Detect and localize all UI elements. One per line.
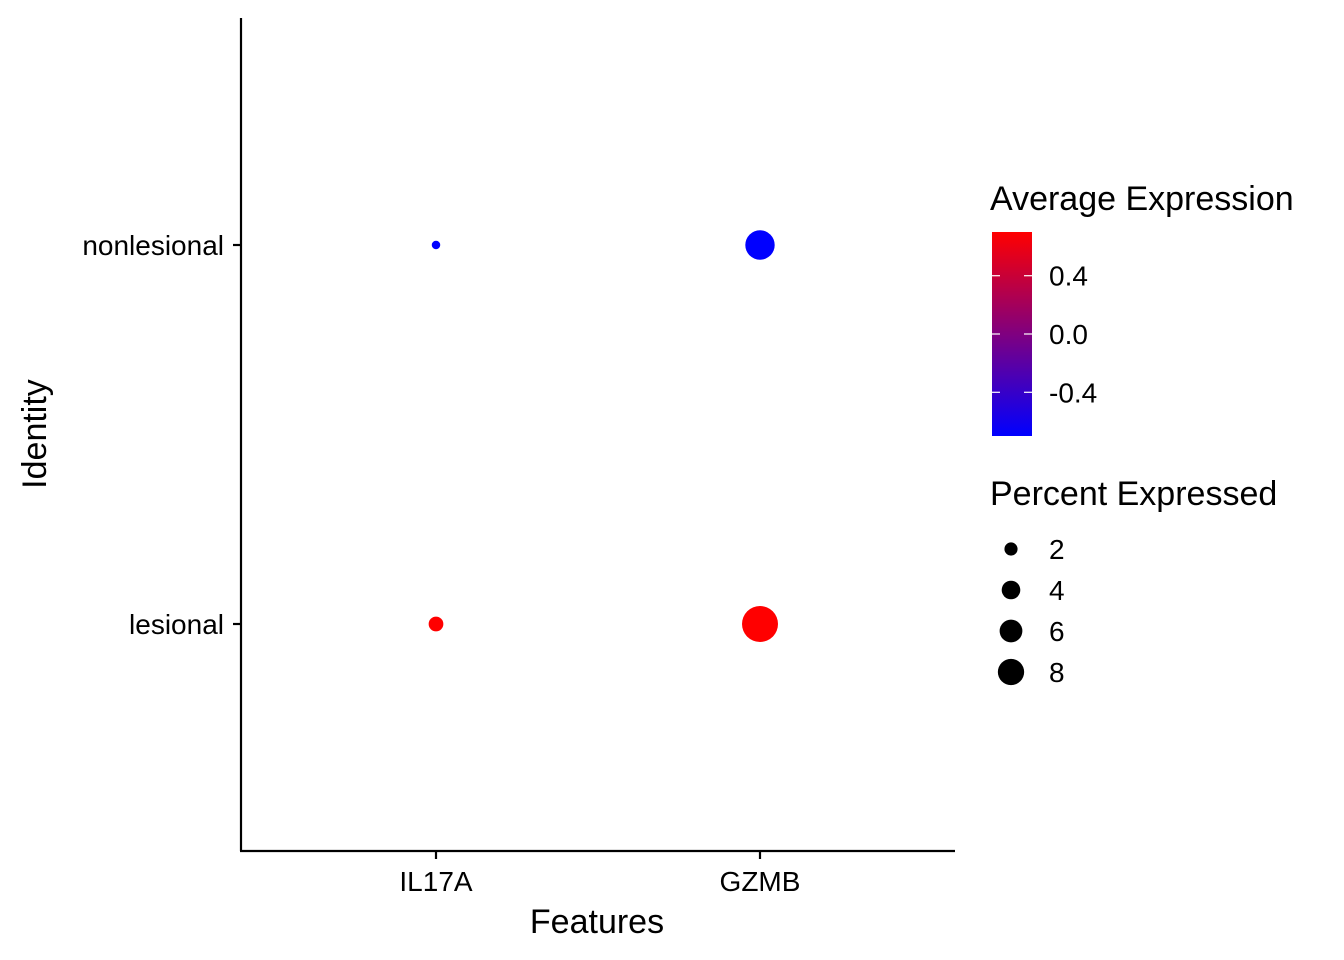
y-axis-title: Identity <box>16 379 54 489</box>
x-tick-label-IL17A: IL17A <box>399 866 472 897</box>
x-axis-title: Features <box>530 903 664 941</box>
dot-IL17A-lesional <box>428 616 444 632</box>
size-legend-label: 2 <box>1049 534 1065 565</box>
x-axis-ticks: IL17A GZMB <box>399 851 800 897</box>
size-legend-label: 6 <box>1049 616 1065 647</box>
color-legend-label: -0.4 <box>1049 377 1097 408</box>
size-legend-label: 8 <box>1049 657 1065 688</box>
dot-GZMB-nonlesional <box>745 230 775 260</box>
y-tick-label-lesional: lesional <box>129 609 224 640</box>
size-legend-dot <box>999 619 1023 643</box>
color-legend-title: Average Expression <box>990 180 1294 218</box>
size-legend-dot <box>1001 580 1021 600</box>
dot-IL17A-nonlesional <box>431 240 441 250</box>
color-legend-label: 0.0 <box>1049 319 1088 350</box>
dot-GZMB-lesional <box>742 606 778 642</box>
x-tick-label-GZMB: GZMB <box>720 866 801 897</box>
size-legend: Percent Expressed 2 4 6 8 <box>990 475 1277 688</box>
size-legend-dot <box>1004 542 1018 556</box>
y-tick-label-nonlesional: nonlesional <box>82 230 224 261</box>
size-legend-dot <box>997 658 1025 686</box>
size-legend-title: Percent Expressed <box>990 475 1277 513</box>
size-legend-keys: 2 4 6 8 <box>997 534 1065 688</box>
color-legend-ticks: 0.4 0.0 -0.4 <box>992 261 1097 408</box>
color-legend: Average Expression 0.4 0.0 -0.4 <box>990 180 1294 436</box>
data-points <box>428 230 778 642</box>
size-legend-label: 4 <box>1049 575 1065 606</box>
color-legend-label: 0.4 <box>1049 261 1088 292</box>
y-axis-ticks: lesional nonlesional <box>82 230 241 640</box>
